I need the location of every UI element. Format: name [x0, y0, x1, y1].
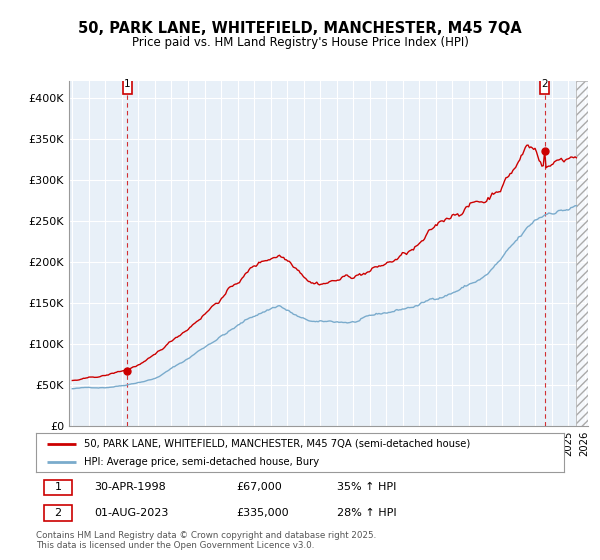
Text: 2: 2 — [55, 508, 62, 518]
Text: Contains HM Land Registry data © Crown copyright and database right 2025.
This d: Contains HM Land Registry data © Crown c… — [36, 531, 376, 550]
Text: £67,000: £67,000 — [236, 482, 283, 492]
FancyBboxPatch shape — [123, 76, 132, 94]
Text: 30-APR-1998: 30-APR-1998 — [94, 482, 166, 492]
Text: 2: 2 — [541, 80, 548, 90]
Text: HPI: Average price, semi-detached house, Bury: HPI: Average price, semi-detached house,… — [83, 457, 319, 467]
Text: 1: 1 — [124, 80, 131, 90]
FancyBboxPatch shape — [44, 479, 73, 495]
Text: Price paid vs. HM Land Registry's House Price Index (HPI): Price paid vs. HM Land Registry's House … — [131, 36, 469, 49]
Text: 50, PARK LANE, WHITEFIELD, MANCHESTER, M45 7QA (semi-detached house): 50, PARK LANE, WHITEFIELD, MANCHESTER, M… — [83, 438, 470, 449]
FancyBboxPatch shape — [540, 76, 549, 94]
Text: 35% ↑ HPI: 35% ↑ HPI — [337, 482, 397, 492]
FancyBboxPatch shape — [44, 505, 73, 521]
Text: 01-AUG-2023: 01-AUG-2023 — [94, 508, 169, 518]
Text: £335,000: £335,000 — [236, 508, 289, 518]
Bar — [577, 81, 590, 426]
Bar — [577, 81, 590, 426]
Text: 28% ↑ HPI: 28% ↑ HPI — [337, 508, 397, 518]
Text: 50, PARK LANE, WHITEFIELD, MANCHESTER, M45 7QA: 50, PARK LANE, WHITEFIELD, MANCHESTER, M… — [78, 21, 522, 36]
Text: 1: 1 — [55, 482, 62, 492]
